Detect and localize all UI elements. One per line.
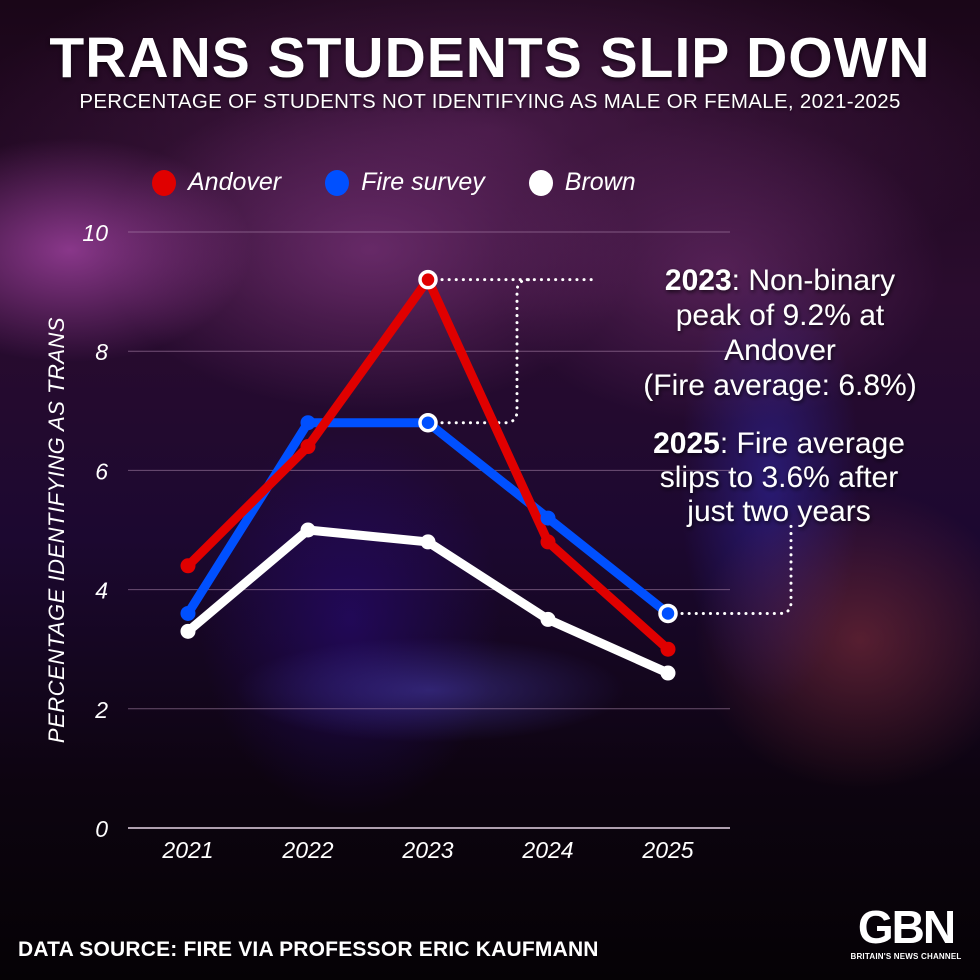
legend-marker-brown bbox=[528, 169, 553, 196]
data-point-fire-survey bbox=[658, 603, 678, 624]
x-tick-label: 2025 bbox=[641, 837, 693, 863]
legend-marker-fire-survey bbox=[325, 169, 350, 196]
x-tick-label: 2021 bbox=[161, 837, 213, 863]
data-point-andover bbox=[660, 641, 676, 657]
annotation-text: Andover bbox=[724, 334, 836, 367]
annotation-text: 2025: Fire average bbox=[653, 427, 905, 460]
gbnews-logo: GBN BRITAIN'S NEWS CHANNEL bbox=[846, 904, 966, 961]
data-point-andover bbox=[180, 558, 196, 574]
x-tick-label: 2024 bbox=[521, 837, 573, 863]
annotation-text: just two years bbox=[686, 495, 870, 528]
data-point-brown bbox=[540, 611, 556, 627]
annotation-text: (Fire average: 6.8%) bbox=[643, 369, 916, 402]
annotation-connector bbox=[440, 278, 531, 425]
data-point-fire-survey bbox=[418, 412, 438, 433]
series-line-andover bbox=[183, 275, 673, 654]
y-tick-label: 8 bbox=[95, 339, 108, 365]
legend-label-andover: Andover bbox=[188, 168, 282, 196]
annotation-line: : Non-binary bbox=[732, 264, 895, 297]
data-point-brown bbox=[180, 623, 196, 639]
data-point-andover bbox=[300, 439, 316, 455]
chart-title: TRANS STUDENTS SLIP DOWN bbox=[49, 26, 931, 90]
data-point-andover bbox=[540, 534, 556, 550]
y-tick-label: 0 bbox=[95, 816, 108, 842]
legend-item-fire-survey: Fire survey bbox=[325, 168, 485, 197]
y-tick-label: 10 bbox=[82, 220, 108, 246]
annotation-line: Andover bbox=[724, 334, 836, 367]
data-point-fire-survey bbox=[540, 510, 556, 526]
annotation-line: just two years bbox=[686, 495, 870, 528]
data-point-fire-survey bbox=[300, 415, 316, 431]
logo-tagline: BRITAIN'S NEWS CHANNEL bbox=[850, 952, 962, 961]
legend-item-brown: Brown bbox=[528, 168, 636, 197]
annotation-connector bbox=[680, 522, 793, 615]
annotation-year: 2023 bbox=[665, 264, 732, 297]
y-axis-label: PERCENTAGE IDENTIFYING AS TRANS bbox=[44, 317, 69, 743]
x-tick-label: 2023 bbox=[401, 837, 453, 863]
annotation-text: peak of 9.2% at bbox=[676, 299, 885, 332]
annotation-line: : Fire average bbox=[720, 427, 905, 460]
annotation-line: slips to 3.6% after bbox=[660, 461, 898, 494]
data-point-brown bbox=[660, 665, 676, 681]
legend-label-fire-survey: Fire survey bbox=[361, 168, 485, 196]
legend-marker-andover bbox=[152, 169, 176, 196]
x-tick-label: 2022 bbox=[281, 837, 333, 863]
annotation-text: 2023: Non-binary bbox=[665, 264, 895, 297]
annotation-text: slips to 3.6% after bbox=[660, 461, 898, 494]
logo-mark: GBN bbox=[857, 901, 956, 953]
chart-subtitle: PERCENTAGE OF STUDENTS NOT IDENTIFYING A… bbox=[79, 90, 901, 113]
y-tick-label: 2 bbox=[94, 697, 108, 723]
legend: Andover Fire survey Brown bbox=[152, 168, 636, 197]
data-point-andover bbox=[418, 269, 438, 290]
data-point-fire-survey bbox=[180, 605, 196, 621]
data-point-brown bbox=[300, 522, 316, 538]
legend-item-andover: Andover bbox=[152, 168, 281, 197]
y-tick-label: 6 bbox=[95, 458, 108, 484]
annotation-line: (Fire average: 6.8%) bbox=[643, 369, 916, 402]
data-point-brown bbox=[420, 534, 436, 550]
annotation-line: peak of 9.2% at bbox=[676, 299, 885, 332]
y-tick-label: 4 bbox=[95, 578, 108, 604]
annotation-year: 2025 bbox=[653, 427, 720, 460]
legend-label-brown: Brown bbox=[564, 168, 636, 196]
data-source: DATA SOURCE: FIRE VIA PROFESSOR ERIC KAU… bbox=[18, 938, 599, 961]
